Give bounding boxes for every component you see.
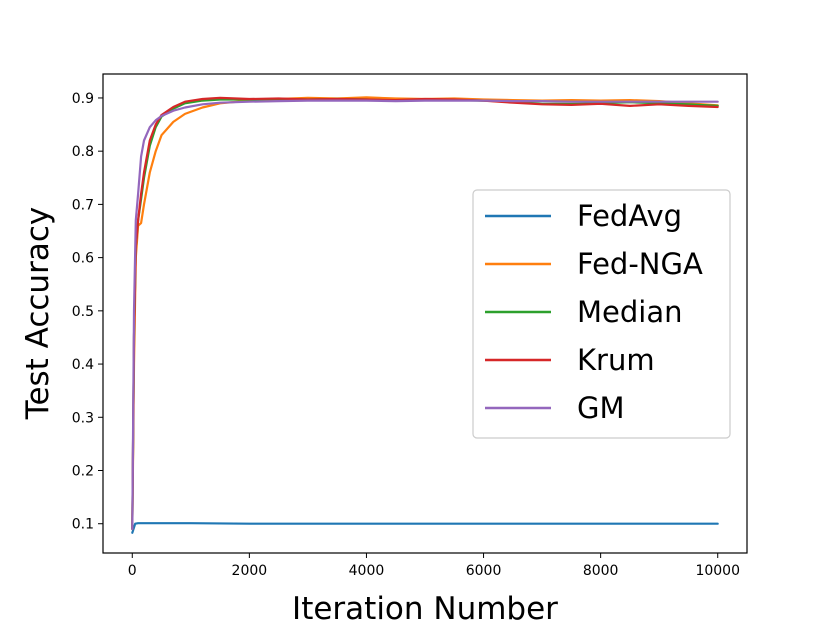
y-tick-label: 0.6 — [72, 251, 94, 267]
y-tick-label: 0.3 — [72, 410, 94, 426]
y-tick-label: 0.4 — [72, 357, 94, 373]
y-axis-ticks: 0.1 0.2 0.3 0.4 0.5 0.6 0.7 0.8 0.9 — [72, 91, 103, 533]
x-tick-label: 2000 — [232, 563, 268, 579]
x-axis-label: Iteration Number — [292, 591, 558, 623]
x-tick-label: 4000 — [349, 563, 385, 579]
series-layer — [131, 96, 719, 534]
y-tick-label: 0.2 — [72, 464, 94, 480]
series-line-gm — [131, 99, 719, 531]
y-tick-label: 0.5 — [72, 304, 94, 320]
legend: FedAvg Fed-NGA Median Krum GM — [472, 189, 731, 439]
x-tick-label: 6000 — [466, 563, 502, 579]
y-tick-label: 0.7 — [72, 197, 94, 213]
y-tick-label: 0.8 — [72, 144, 94, 160]
legend-label: FedAvg — [577, 199, 682, 233]
plot-area-frame — [102, 73, 748, 554]
y-tick-label: 0.1 — [72, 517, 94, 533]
x-axis-ticks: 0 2000 4000 6000 8000 10000 — [128, 553, 740, 579]
x-tick-label: 10000 — [695, 563, 740, 579]
y-axis-label: Test Accuracy — [20, 207, 56, 420]
series-line-fedavg — [131, 522, 719, 534]
x-tick-label: 8000 — [583, 563, 619, 579]
legend-box — [472, 189, 731, 439]
legend-label: Krum — [577, 343, 655, 377]
y-tick-label: 0.9 — [72, 91, 94, 107]
legend-label: Fed-NGA — [577, 247, 703, 281]
series-line-krum — [131, 96, 719, 531]
legend-label: Median — [577, 295, 682, 329]
legend-label: GM — [577, 391, 625, 425]
x-tick-label: 0 — [128, 563, 137, 579]
